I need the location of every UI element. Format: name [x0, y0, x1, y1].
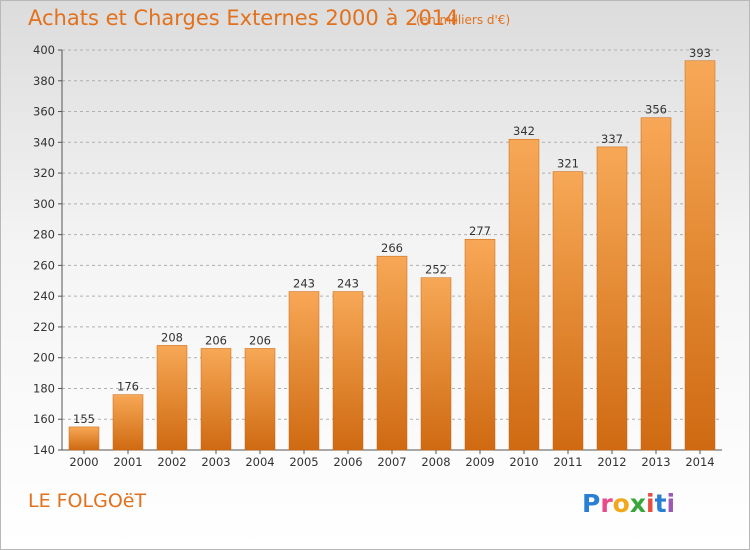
- value-label-2002: 208: [161, 330, 183, 344]
- label-layer: 155 176 208 206 206 243 243 266 252 277 342 321 337 3…: [73, 46, 711, 426]
- bar-2008: [420, 277, 452, 451]
- x-tick-label-2009: 2009: [465, 455, 494, 469]
- bar-2001: [112, 394, 144, 451]
- x-tick-label-2013: 2013: [641, 455, 670, 469]
- bar-2013: [640, 117, 672, 451]
- bar-2000: [68, 426, 100, 451]
- y-tick-label: 160: [33, 412, 55, 426]
- bar-2007: [376, 255, 408, 451]
- y-tick-label: 320: [33, 166, 55, 180]
- y-tick-label: 260: [33, 258, 55, 272]
- value-label-2003: 206: [205, 333, 227, 347]
- y-tick-label: 280: [33, 228, 55, 242]
- value-label-2011: 321: [557, 157, 579, 171]
- chart-subtitle: (en milliers d'€): [416, 13, 511, 27]
- value-label-2008: 252: [425, 263, 447, 277]
- value-label-2001: 176: [117, 380, 139, 394]
- x-tick-label-2007: 2007: [377, 455, 406, 469]
- x-tick-label-2006: 2006: [333, 455, 362, 469]
- bar-2012: [596, 146, 628, 451]
- bar-2009: [464, 238, 496, 451]
- value-label-2000: 155: [73, 412, 95, 426]
- value-label-2006: 243: [337, 277, 359, 291]
- x-tick-label-2008: 2008: [421, 455, 450, 469]
- value-label-2005: 243: [293, 277, 315, 291]
- y-tick-label: 220: [33, 320, 55, 334]
- x-tick-label-2002: 2002: [157, 455, 186, 469]
- y-tick-label: 340: [33, 135, 55, 149]
- x-tick-label-2000: 2000: [69, 455, 98, 469]
- value-label-2014: 393: [689, 46, 711, 60]
- bar-2005: [288, 291, 320, 451]
- value-label-2013: 356: [645, 103, 667, 117]
- bar-2003: [200, 348, 232, 451]
- x-tick-label-2004: 2004: [245, 455, 274, 469]
- y-tick-label: 300: [33, 197, 55, 211]
- x-tick-label-2011: 2011: [553, 455, 582, 469]
- bar-2014: [684, 60, 716, 451]
- y-tick-label: 140: [33, 443, 55, 457]
- bar-2011: [552, 171, 584, 451]
- x-tick-label-2005: 2005: [289, 455, 318, 469]
- x-tick-label-2014: 2014: [685, 455, 714, 469]
- x-tick-label-2010: 2010: [509, 455, 538, 469]
- chart-title: Achats et Charges Externes 2000 à 2014: [28, 6, 459, 30]
- y-tick-label: 360: [33, 105, 55, 119]
- x-tick-label-2001: 2001: [113, 455, 142, 469]
- value-label-2007: 266: [381, 241, 403, 255]
- bar-2004: [244, 348, 276, 451]
- y-tick-label: 380: [33, 74, 55, 88]
- y-tick-label: 180: [33, 381, 55, 395]
- value-label-2004: 206: [249, 333, 271, 347]
- bar-2010: [508, 138, 540, 451]
- proxiti-logo[interactable]: Proxiti: [582, 489, 676, 518]
- y-tick-label: 200: [33, 351, 55, 365]
- value-label-2009: 277: [469, 224, 491, 238]
- bar-layer: [68, 60, 716, 451]
- y-tick-label: 400: [33, 43, 55, 57]
- bar-2002: [156, 345, 188, 451]
- x-tick-label-2003: 2003: [201, 455, 230, 469]
- y-tick-label: 240: [33, 289, 55, 303]
- place-name: LE FOLGOëT: [28, 490, 147, 512]
- bar-2006: [332, 291, 364, 451]
- value-label-2010: 342: [513, 124, 535, 138]
- x-tick-label-2012: 2012: [597, 455, 626, 469]
- axis-layer: 140 160 180 200 220 240 260 280 300 320 340 360 380 4…: [33, 43, 722, 469]
- value-label-2012: 337: [601, 132, 623, 146]
